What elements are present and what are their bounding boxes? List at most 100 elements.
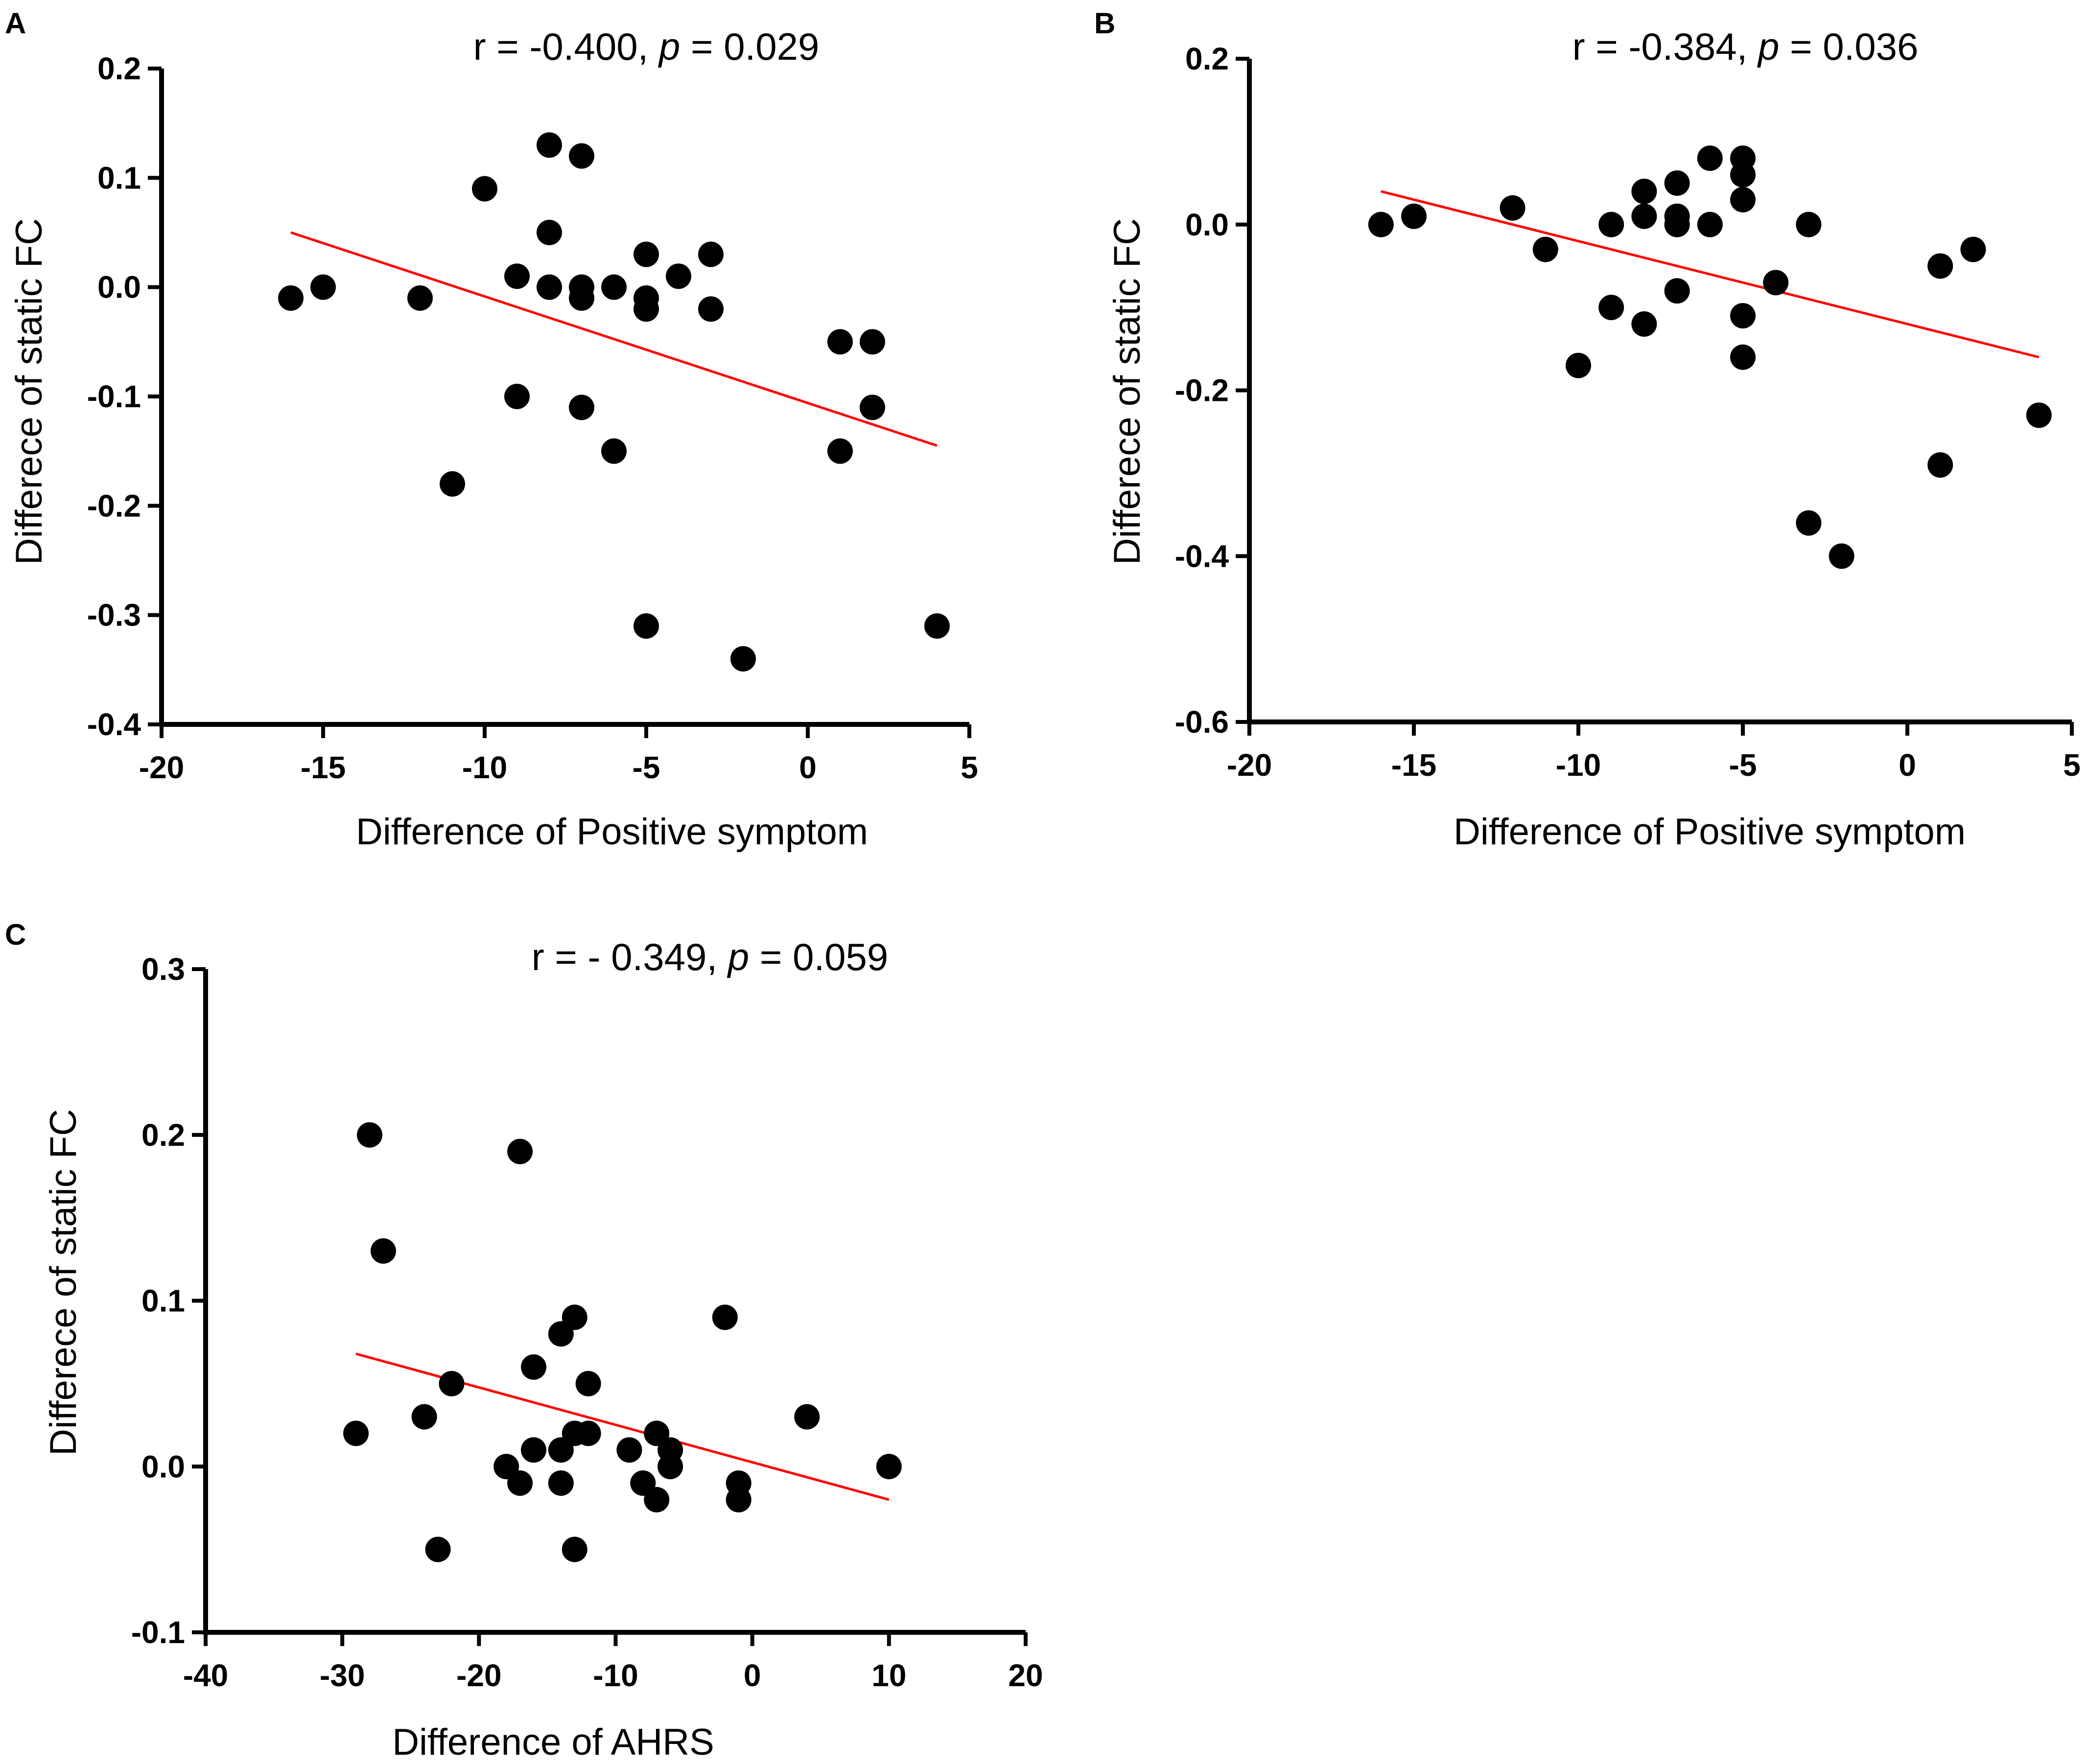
data-point — [521, 1437, 546, 1463]
data-point — [633, 613, 659, 639]
data-point — [1697, 145, 1723, 171]
x-tick-label: 20 — [1008, 1658, 1043, 1693]
data-point — [666, 263, 691, 289]
panel-c: C r = - 0.349, p = 0.059 -0.1 0.0 0.1 0.2 0.… — [5, 918, 1043, 1763]
y-tick-label: 0.2 — [97, 51, 141, 86]
x-tick-label: -40 — [183, 1658, 229, 1693]
x-tick-label: -5 — [1729, 747, 1757, 783]
y-tick-label: -0.2 — [87, 488, 141, 523]
x-tick-label: 10 — [871, 1658, 906, 1693]
data-point — [1730, 303, 1756, 329]
x-axis-label: Difference of Positive symptom — [1454, 811, 1966, 853]
y-tick-label: 0.3 — [141, 952, 185, 987]
y-axis-label: Differece of static FC — [43, 1109, 84, 1456]
x-tick-label: -15 — [301, 750, 346, 785]
data-point — [860, 329, 885, 355]
data-point — [370, 1238, 396, 1264]
data-point — [1960, 236, 1986, 262]
x-tick-label: 0 — [1899, 747, 1916, 783]
data-point — [507, 1138, 533, 1164]
x-tick-label: 5 — [2063, 747, 2081, 783]
data-point — [1532, 236, 1558, 262]
x-tick-label: -20 — [139, 750, 185, 785]
data-point — [827, 438, 853, 464]
data-point — [569, 143, 594, 169]
plot-area: -0.4 -0.3 -0.2 -0.1 0.0 0.1 0.2 -20 -15 -10 -5 0 5 — [87, 51, 978, 785]
data-point — [616, 1437, 642, 1463]
data-point — [575, 1370, 601, 1396]
panel-a: A r = -0.400, p = 0.029 -0.4 -0.3 -0.2 -0.1… — [5, 7, 978, 853]
data-point — [1829, 543, 1854, 569]
data-point — [278, 285, 304, 311]
x-tick-label: 5 — [961, 750, 978, 785]
regression-line — [290, 231, 938, 447]
data-point — [569, 395, 594, 420]
data-point — [1598, 295, 1624, 321]
data-point — [1697, 211, 1723, 237]
y-tick-label: -0.3 — [87, 598, 141, 633]
x-tick-label: 0 — [744, 1658, 761, 1693]
y-tick-label: -0.4 — [87, 707, 141, 742]
y-tick-label: -0.1 — [131, 1615, 185, 1650]
data-point — [1631, 311, 1657, 337]
data-point — [657, 1454, 683, 1480]
data-point — [1664, 170, 1690, 196]
x-axis-label: Difference of Positive symptom — [356, 811, 868, 853]
data-point — [439, 1370, 465, 1396]
data-point — [1664, 211, 1690, 237]
data-point — [876, 1454, 902, 1480]
data-point — [1730, 186, 1756, 212]
data-point — [601, 438, 627, 464]
data-point — [507, 1470, 533, 1496]
plot-area: -0.6 -0.4 -0.2 0.0 0.2 -20 -15 -10 -5 0 5 — [1175, 41, 2081, 783]
y-tick-label: 0.0 — [97, 270, 141, 305]
plot-area: -0.1 0.0 0.1 0.2 0.3 -40 -30 -20 -10 0 10 20 — [131, 952, 1043, 1693]
correlation-stat: r = -0.384, p = 0.036 — [1572, 25, 1919, 68]
y-tick-label: 0.0 — [141, 1449, 185, 1484]
data-point — [504, 384, 530, 409]
data-point — [411, 1404, 437, 1430]
x-tick-label: -10 — [593, 1658, 638, 1693]
y-tick-label: 0.2 — [1185, 41, 1229, 76]
data-point — [1598, 211, 1624, 237]
data-point — [794, 1404, 820, 1430]
x-tick-label: 0 — [799, 750, 817, 785]
data-point — [1730, 162, 1756, 188]
data-point — [575, 1420, 601, 1446]
data-point — [1796, 211, 1822, 237]
data-point — [924, 613, 950, 639]
data-point — [537, 220, 562, 245]
panel-label: B — [1094, 7, 1115, 40]
y-tick-label: 0.2 — [141, 1117, 185, 1153]
data-point — [537, 274, 562, 300]
data-point — [712, 1304, 738, 1330]
panel-label: C — [5, 918, 26, 951]
x-tick-label: -20 — [1227, 747, 1272, 783]
data-point — [472, 176, 497, 202]
y-tick-label: 0.1 — [97, 160, 141, 195]
data-point — [601, 274, 627, 300]
data-point — [698, 241, 724, 267]
data-point — [1927, 452, 1953, 478]
data-point — [730, 646, 756, 672]
data-point — [569, 285, 594, 311]
data-point — [1631, 179, 1657, 204]
data-point — [310, 274, 336, 300]
panel-b: B r = -0.384, p = 0.036 -0.6 -0.4 -0.2 0.0 0… — [1094, 7, 2081, 853]
data-point — [1500, 195, 1525, 221]
correlation-stat: r = -0.400, p = 0.029 — [473, 25, 820, 68]
data-point — [726, 1487, 751, 1512]
data-point — [1927, 253, 1953, 279]
x-tick-label: -15 — [1391, 747, 1437, 783]
x-tick-label: -10 — [462, 750, 508, 785]
y-tick-label: -0.4 — [1175, 538, 1229, 574]
data-point — [827, 329, 853, 355]
data-point — [425, 1536, 451, 1562]
data-point — [2026, 402, 2052, 428]
x-tick-label: -5 — [633, 750, 660, 785]
data-point — [440, 471, 465, 497]
x-tick-label: -20 — [456, 1658, 502, 1693]
y-axis-label: Differece of static FC — [1106, 218, 1148, 565]
data-point — [1730, 344, 1756, 370]
x-tick-label: -30 — [320, 1658, 365, 1693]
